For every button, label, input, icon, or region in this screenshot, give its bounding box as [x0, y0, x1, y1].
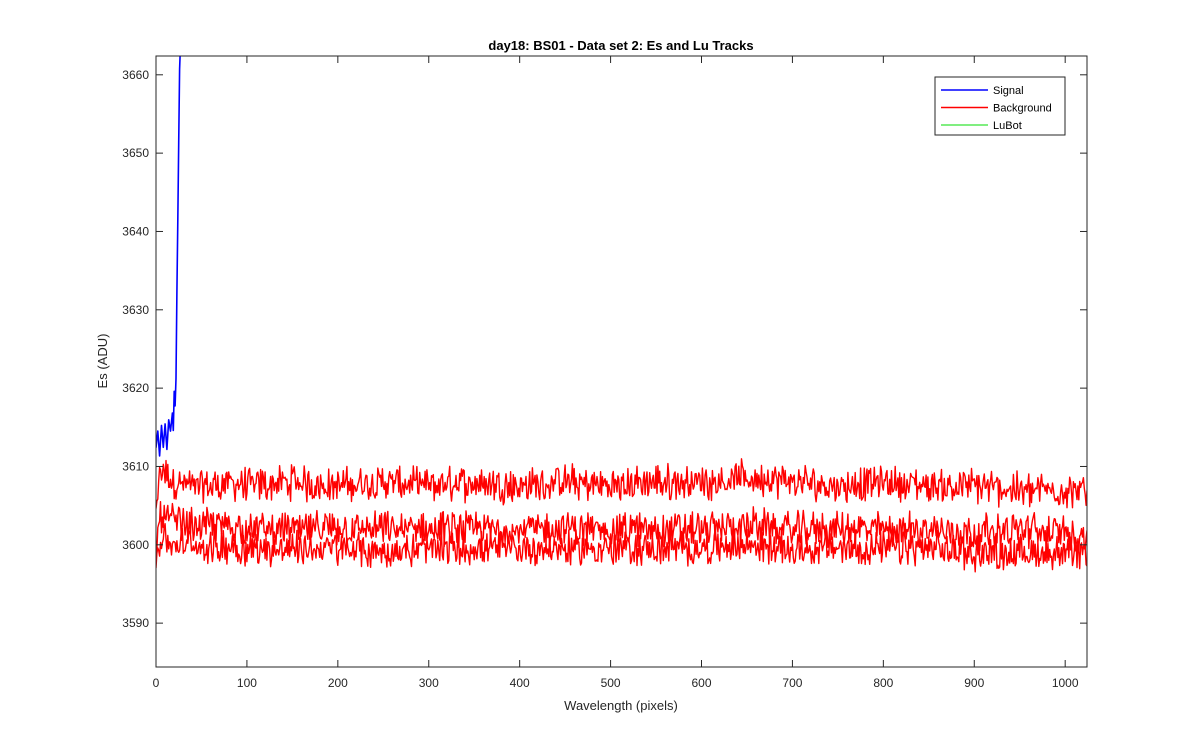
y-tick-label: 3650: [122, 146, 149, 160]
y-axis-label: Es (ADU): [95, 334, 110, 389]
y-tick-label: 3660: [122, 68, 149, 82]
series-line-signal: [156, 56, 181, 457]
x-tick-label: 1000: [1052, 676, 1079, 690]
x-tick-label: 400: [510, 676, 530, 690]
y-tick-label: 3620: [122, 381, 149, 395]
plot-area: [156, 56, 1087, 667]
x-tick-label: 200: [328, 676, 348, 690]
x-tick-label: 700: [782, 676, 802, 690]
x-tick-label: 100: [237, 676, 257, 690]
x-tick-label: 800: [873, 676, 893, 690]
y-tick-label: 3610: [122, 459, 149, 473]
plot-frame: [155, 55, 1088, 668]
series-layer: [156, 56, 1087, 573]
x-tick-label: 300: [419, 676, 439, 690]
y-tick-label: 3590: [122, 616, 149, 630]
legend: Signal Background LuBot: [934, 76, 1066, 136]
legend-label: Signal: [993, 85, 1024, 97]
series-line-background: [156, 458, 1087, 509]
chart-title: day18: BS01 - Data set 2: Es and Lu Trac…: [488, 38, 753, 53]
y-tick-label: 3640: [122, 224, 149, 238]
x-tick-label: 500: [601, 676, 621, 690]
y-axis: 3590 3600 3610 3620 3630 3640 3650 3660: [122, 68, 1087, 630]
x-axis: 0 100 200 300 400 500 600 700 800 900 1000: [153, 56, 1079, 690]
y-tick-label: 3630: [122, 303, 149, 317]
x-tick-label: 0: [153, 676, 160, 690]
x-axis-label: Wavelength (pixels): [564, 698, 678, 713]
x-tick-label: 600: [691, 676, 711, 690]
series-line-3: [156, 523, 1087, 573]
series-line-2: [156, 501, 1087, 552]
x-tick-label: 900: [964, 676, 984, 690]
legend-label: Background: [993, 103, 1052, 115]
legend-label: LuBot: [993, 120, 1022, 132]
y-tick-label: 3600: [122, 538, 149, 552]
